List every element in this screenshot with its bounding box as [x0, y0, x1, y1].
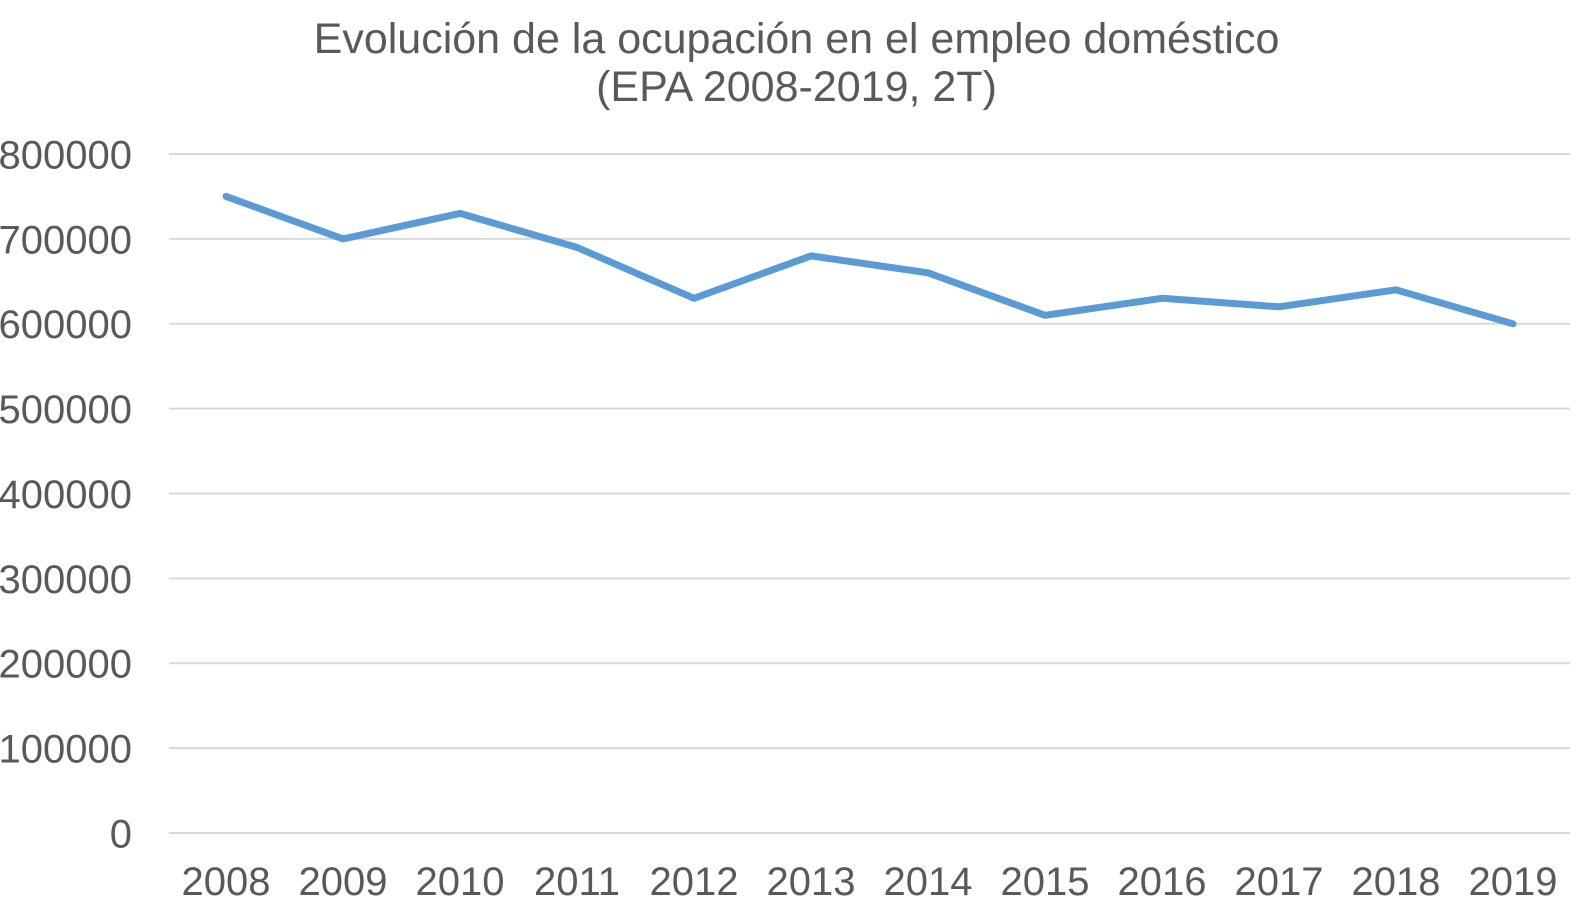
y-axis-tick-label: 600000 [0, 303, 132, 347]
x-axis-tick-label: 2010 [416, 860, 505, 904]
y-axis-tick-label: 300000 [0, 558, 132, 602]
y-axis-tick-label: 400000 [0, 473, 132, 517]
chart-title-line2: (EPA 2008-2019, 2T) [596, 63, 997, 111]
y-axis-tick-label: 800000 [0, 133, 132, 177]
data-series-line [222, 192, 1517, 328]
x-axis-tick-label: 2019 [1469, 860, 1558, 904]
x-axis-tick-label: 2008 [182, 860, 271, 904]
x-axis-tick-label: 2017 [1235, 860, 1324, 904]
x-axis-tick-label: 2012 [650, 860, 739, 904]
x-axis-tick-label: 2009 [299, 860, 388, 904]
chart-title: Evolución de la ocupación en el empleo d… [0, 15, 1593, 111]
y-axis-tick-label: 200000 [0, 643, 132, 687]
y-axis-tick-label: 700000 [0, 218, 132, 262]
y-axis-tick-label: 100000 [0, 728, 132, 772]
x-axis-tick-label: 2013 [767, 860, 856, 904]
y-axis-tick-label: 500000 [0, 388, 132, 432]
chart-title-line1: Evolución de la ocupación en el empleo d… [313, 15, 1280, 63]
x-axis-tick-label: 2018 [1352, 860, 1441, 904]
x-axis-tick-label: 2016 [1118, 860, 1207, 904]
x-axis-tick-label: 2015 [1001, 860, 1090, 904]
x-axis-tick-label: 2011 [534, 860, 620, 904]
x-axis-tick-label: 2014 [884, 860, 973, 904]
y-axis-tick-label: 0 [110, 812, 132, 856]
